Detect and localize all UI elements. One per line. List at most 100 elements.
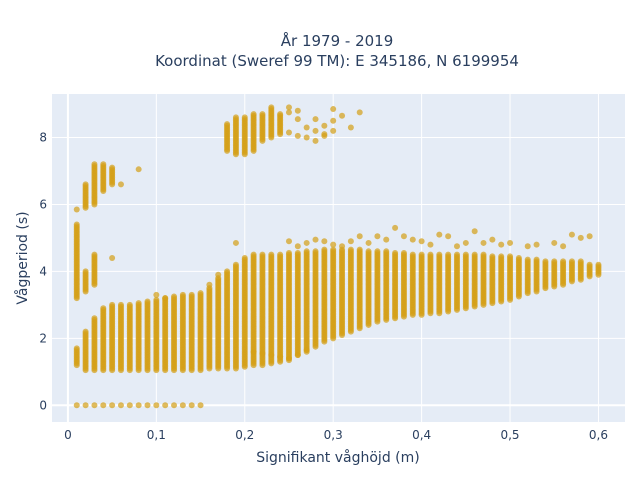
data-point — [347, 124, 354, 131]
data-point — [533, 241, 540, 248]
data-point — [144, 298, 151, 305]
data-point — [347, 246, 354, 253]
data-point — [162, 295, 169, 302]
x-tick-label: 0,1 — [147, 428, 166, 442]
data-point — [436, 231, 443, 238]
data-point — [303, 347, 310, 354]
data-point — [498, 241, 505, 248]
data-point — [595, 261, 602, 268]
data-point — [321, 131, 328, 138]
data-point — [303, 248, 310, 255]
data-point — [568, 258, 575, 265]
data-point — [418, 251, 425, 258]
data-point — [91, 161, 98, 168]
data-point — [73, 402, 80, 409]
data-point — [188, 402, 195, 409]
data-point — [524, 243, 531, 250]
data-point — [179, 402, 186, 409]
data-point — [418, 238, 425, 245]
x-tick-label: 0,5 — [500, 428, 519, 442]
data-point — [153, 402, 160, 409]
data-point — [400, 233, 407, 240]
data-point — [91, 315, 98, 322]
data-point — [507, 239, 514, 246]
data-point — [153, 296, 160, 303]
data-point — [82, 402, 89, 409]
data-point — [285, 249, 292, 256]
data-point — [153, 291, 160, 298]
data-point — [241, 114, 248, 121]
x-tick-label: 0 — [64, 428, 72, 442]
data-point — [232, 239, 239, 246]
data-point — [409, 251, 416, 258]
data-point — [144, 402, 151, 409]
data-point — [383, 236, 390, 243]
data-point — [91, 251, 98, 258]
data-point — [480, 251, 487, 258]
data-point — [365, 248, 372, 255]
data-point — [312, 248, 319, 255]
data-point — [82, 268, 89, 275]
data-point — [568, 231, 575, 238]
data-point — [303, 134, 310, 141]
data-point — [268, 251, 275, 258]
data-point — [462, 239, 469, 246]
data-point — [303, 239, 310, 246]
data-point — [197, 290, 204, 297]
data-point — [462, 251, 469, 258]
data-point — [224, 268, 231, 275]
data-point — [215, 271, 222, 278]
data-point — [135, 402, 142, 409]
data-point — [294, 243, 301, 250]
data-point — [250, 251, 257, 258]
data-point — [330, 106, 337, 113]
data-point — [294, 249, 301, 256]
x-axis-title: Signifikant våghöjd (m) — [256, 449, 419, 466]
data-point — [524, 256, 531, 263]
data-point — [445, 251, 452, 258]
data-point — [347, 238, 354, 245]
data-point — [409, 236, 416, 243]
data-point — [109, 402, 116, 409]
data-point — [100, 161, 107, 168]
data-point — [268, 352, 275, 359]
data-point — [551, 239, 558, 246]
data-point — [453, 243, 460, 250]
data-point — [498, 253, 505, 260]
data-point — [73, 345, 80, 352]
data-point — [400, 249, 407, 256]
data-point — [427, 241, 434, 248]
data-point — [82, 328, 89, 335]
data-point — [392, 249, 399, 256]
data-point — [277, 111, 284, 118]
data-point — [339, 243, 346, 250]
y-axis-title: Vågperiod (s) — [14, 211, 31, 304]
data-point — [285, 238, 292, 245]
data-point — [232, 114, 239, 121]
data-point — [330, 127, 337, 134]
data-point — [312, 116, 319, 123]
data-point — [285, 104, 292, 111]
y-tick-label: 8 — [39, 131, 47, 145]
data-point — [480, 239, 487, 246]
data-point — [330, 241, 337, 248]
x-tick-label: 0,4 — [412, 428, 431, 442]
data-point — [285, 129, 292, 136]
data-point — [303, 124, 310, 131]
data-point — [259, 111, 266, 118]
data-point — [285, 109, 292, 116]
data-point — [427, 251, 434, 258]
chart-title-line-2: Koordinat (Sweref 99 TM): E 345186, N 61… — [155, 52, 519, 70]
y-tick-labels: 0 2 4 6 8 — [39, 131, 47, 413]
data-point — [82, 181, 89, 188]
x-tick-label: 0,2 — [235, 428, 254, 442]
data-points — [73, 104, 602, 409]
data-point — [294, 352, 301, 359]
data-point — [330, 246, 337, 253]
data-point — [91, 402, 98, 409]
data-point — [560, 258, 567, 265]
data-point — [162, 402, 169, 409]
data-point — [577, 234, 584, 241]
data-point — [117, 181, 124, 188]
